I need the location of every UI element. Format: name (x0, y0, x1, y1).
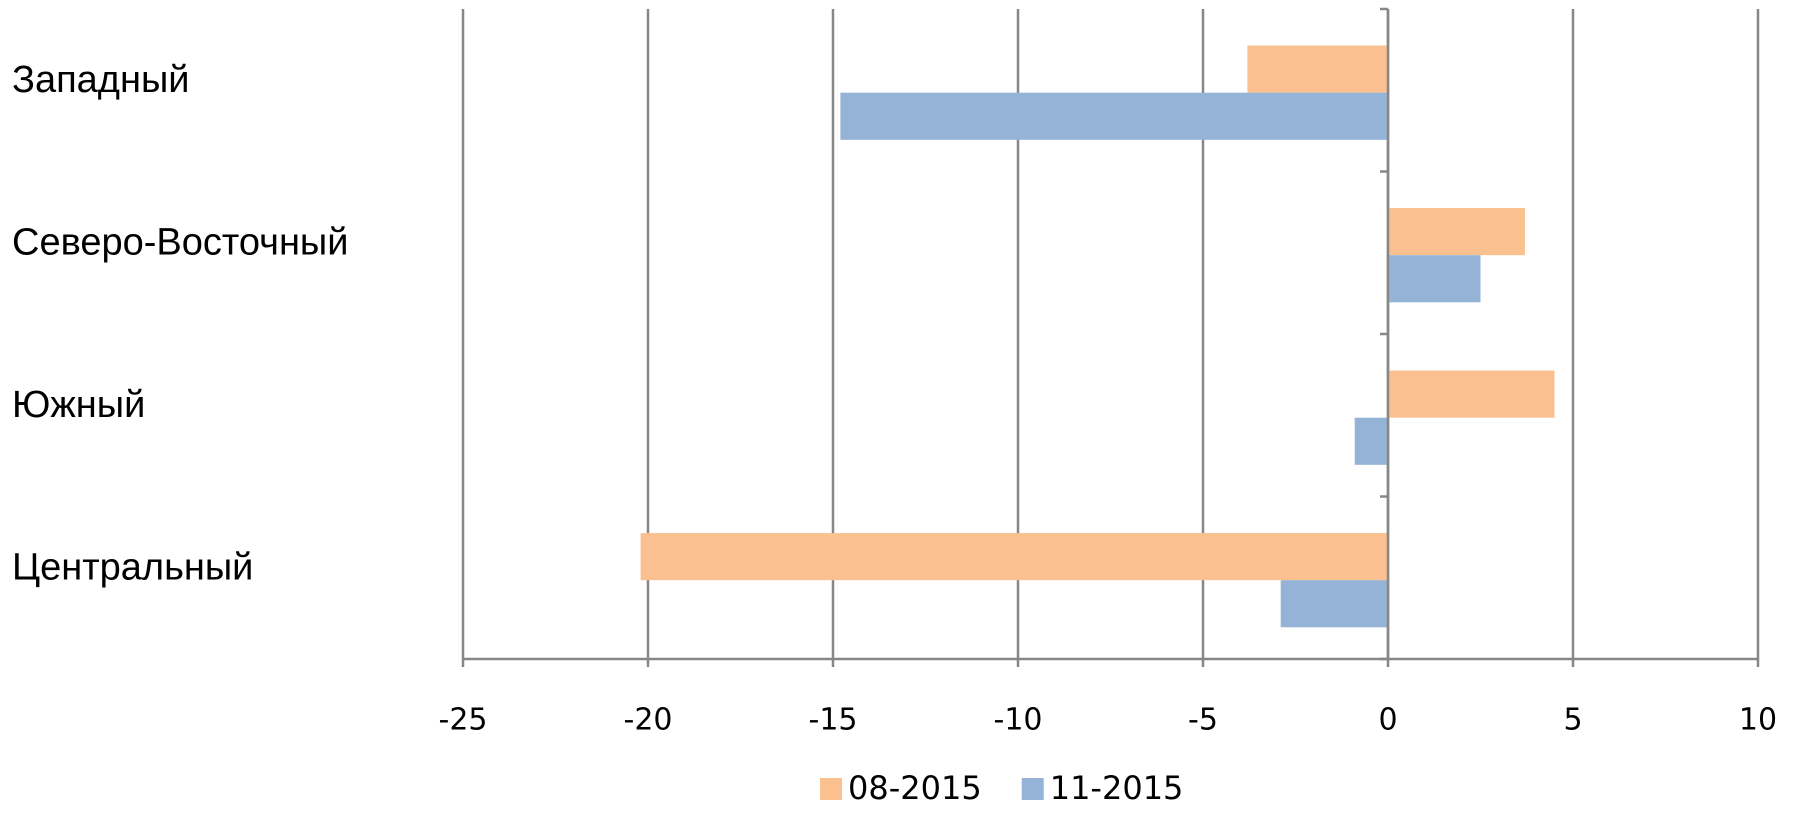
legend-label: 08-2015 (848, 769, 982, 807)
x-tick-label: 5 (1563, 703, 1582, 738)
category-label: Западный (12, 59, 190, 101)
x-tick-label: -25 (439, 703, 488, 738)
bar (1280, 580, 1388, 628)
x-tick-label: -5 (1188, 703, 1218, 738)
x-tick-label: -10 (994, 703, 1043, 738)
x-tick-label: -15 (809, 703, 858, 738)
category-label: Центральный (12, 547, 253, 589)
x-tick-label: -20 (624, 703, 673, 738)
legend-label: 11-2015 (1050, 769, 1184, 807)
bar (640, 533, 1388, 581)
category-label: Северо-Восточный (12, 222, 348, 264)
legend-swatch (820, 778, 842, 800)
bar (1388, 370, 1555, 418)
bar (1388, 208, 1525, 256)
category-label: Южный (12, 384, 145, 426)
bar (1354, 417, 1388, 465)
x-tick-label: 0 (1378, 703, 1397, 738)
x-tick-label: 10 (1739, 703, 1777, 738)
bar (1388, 255, 1481, 303)
bar (840, 92, 1388, 140)
bar (1247, 45, 1388, 93)
legend-swatch (1021, 778, 1044, 800)
